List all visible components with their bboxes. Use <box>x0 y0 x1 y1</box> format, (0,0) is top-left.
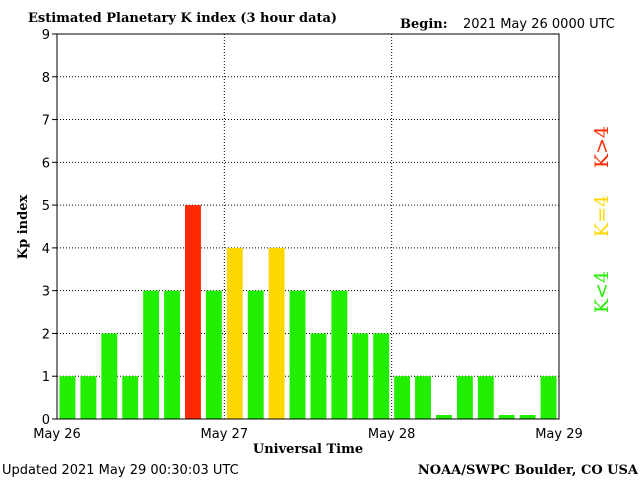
legend-low: K<4 <box>591 271 613 313</box>
kp-bar <box>456 376 473 419</box>
chart-title: Estimated Planetary K index (3 hour data… <box>28 11 337 26</box>
y-tick-labels: 0 1 2 3 4 5 6 7 8 9 <box>42 28 57 428</box>
kp-bar <box>498 415 515 419</box>
kp-bar <box>477 376 494 419</box>
bar-series <box>59 205 557 419</box>
y-tick-label: 9 <box>42 28 50 43</box>
kp-bar <box>59 376 76 419</box>
y-tick-label: 6 <box>42 156 50 171</box>
y-tick-label: 2 <box>42 327 50 342</box>
y-tick-label: 8 <box>42 71 50 86</box>
x-axis-label: Universal Time <box>253 442 363 457</box>
plot-frame <box>56 33 560 420</box>
kp-bar <box>331 290 348 419</box>
kp-bar <box>101 333 118 419</box>
y-tick-label: 4 <box>42 242 50 257</box>
y-axis-label: Kp index <box>16 195 31 260</box>
kp-bar <box>394 376 411 419</box>
begin-value: 2021 May 26 0000 UTC <box>463 17 615 32</box>
kp-bar <box>268 247 285 419</box>
begin-label: Begin: <box>400 17 448 32</box>
kp-bar <box>205 290 222 419</box>
x-tick-labels: May 26 May 27 May 28 May 29 <box>33 427 583 442</box>
legend-mid: K=4 <box>591 195 613 237</box>
kp-bar <box>415 376 431 419</box>
x-tick-label: May 26 <box>33 427 81 442</box>
kp-bar <box>310 333 327 419</box>
y-tick-label: 7 <box>42 114 50 129</box>
kp-bar <box>143 290 160 419</box>
kp-bar <box>540 376 557 419</box>
updated-timestamp: Updated 2021 May 29 00:30:03 UTC <box>2 463 239 478</box>
kp-bar <box>226 247 243 419</box>
kp-bar <box>519 415 536 419</box>
kp-bar <box>247 290 264 419</box>
kp-bar <box>373 333 390 419</box>
credit-text: NOAA/SWPC Boulder, CO USA <box>418 463 639 478</box>
kp-bar <box>80 376 97 419</box>
kp-bar <box>289 290 306 419</box>
y-tick-label: 5 <box>42 199 50 214</box>
y-tick-label: 3 <box>42 285 50 300</box>
kp-bar <box>436 415 452 419</box>
kp-bar <box>352 333 369 419</box>
x-tick-label: May 29 <box>535 427 583 442</box>
y-tick-label: 0 <box>42 413 50 428</box>
kp-bar <box>185 205 201 419</box>
kp-bar <box>164 290 180 419</box>
kp-bar <box>122 376 139 419</box>
legend-high: K>4 <box>591 126 613 168</box>
grid-lines <box>57 34 559 419</box>
x-tick-label: May 27 <box>201 427 249 442</box>
y-tick-label: 1 <box>42 370 50 385</box>
x-tick-label: May 28 <box>368 427 416 442</box>
